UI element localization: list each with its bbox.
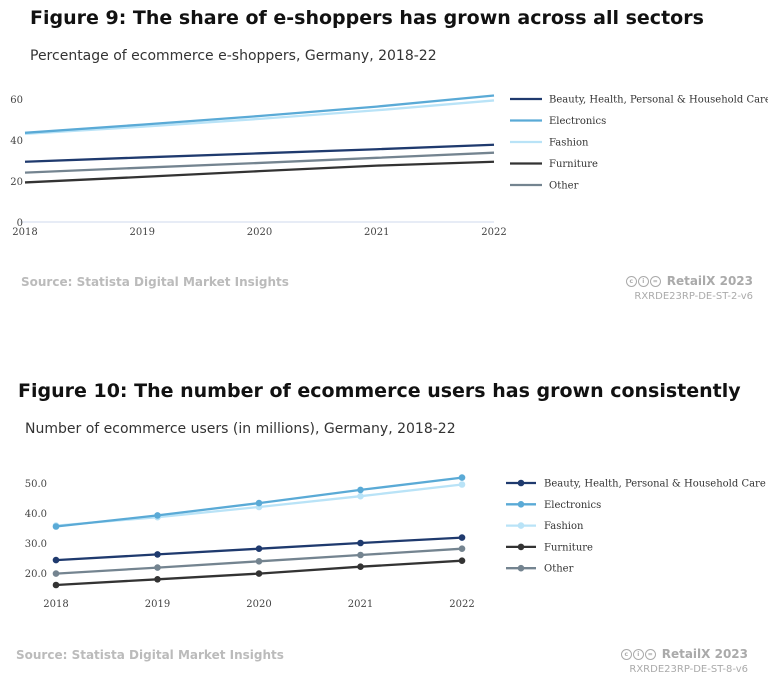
series-line-fashion — [24, 99, 495, 135]
y-tick-label: 30.0 — [25, 539, 47, 550]
y-tick-label: 40.0 — [25, 509, 47, 520]
data-point-beauty-health-personal-and-household-care — [255, 545, 263, 552]
data-point-beauty-health-personal-and-household-care — [357, 539, 364, 547]
figure-subtitle: Number of ecommerce users (in millions),… — [25, 421, 456, 437]
x-tick-label: 2020 — [246, 599, 271, 610]
legend-label-electronics: Electronics — [549, 116, 606, 127]
data-point-electronics — [458, 474, 466, 481]
figure-title: Figure 9: The share of e-shoppers has gr… — [30, 7, 704, 29]
figure-subtitle: Percentage of ecommerce e-shoppers, Germ… — [30, 48, 437, 64]
legend-label-beauty-health-personal-and-household-care: Beauty, Health, Personal & Household Car… — [544, 479, 766, 490]
legend-marker-fashion — [517, 522, 525, 529]
creative-commons-icon: c i = — [625, 275, 661, 287]
data-point-fashion — [458, 481, 466, 488]
data-point-furniture — [52, 581, 60, 589]
data-point-beauty-health-personal-and-household-care — [458, 534, 466, 541]
y-tick-label: 50.0 — [25, 479, 47, 490]
series-line-furniture — [24, 160, 495, 184]
legend-marker-furniture — [517, 543, 525, 551]
series-line-electronics — [24, 94, 495, 134]
y-tick-label: 20.0 — [25, 569, 47, 580]
x-tick-label: 2020 — [247, 227, 272, 238]
y-tick-label: 60 — [10, 95, 23, 106]
data-point-furniture — [357, 563, 364, 570]
series-line-beauty-health-personal-and-household-care — [24, 143, 495, 163]
y-tick-label: 40 — [10, 136, 23, 147]
brand-block: c i = RetailX 2023 RXRDE23RP-DE-ST-8-v6 — [620, 647, 748, 675]
legend-label-fashion: Fashion — [544, 521, 584, 532]
x-tick-label: 2019 — [130, 227, 155, 238]
data-point-other — [255, 558, 263, 565]
data-point-fashion — [357, 492, 364, 500]
x-tick-label: 2022 — [481, 227, 506, 238]
legend-marker-electronics — [517, 501, 525, 508]
data-point-electronics — [357, 486, 364, 494]
x-tick-label: 2018 — [12, 227, 37, 238]
x-tick-label: 2021 — [348, 599, 373, 610]
data-point-other — [52, 570, 60, 577]
chart-code: RXRDE23RP-DE-ST-8-v6 — [629, 664, 748, 675]
legend-label-furniture: Furniture — [544, 542, 593, 553]
data-point-furniture — [255, 570, 263, 577]
figure-9: Figure 9: The share of e-shoppers has gr… — [0, 0, 768, 330]
data-point-furniture — [154, 576, 161, 583]
series-line-other — [24, 151, 495, 174]
y-tick-label: 0 — [17, 218, 23, 229]
legend-label-fashion: Fashion — [549, 138, 589, 149]
legend-label-other: Other — [544, 564, 574, 575]
legend-label-electronics: Electronics — [544, 500, 601, 511]
data-point-electronics — [154, 512, 161, 519]
line-chart-ecommerce-users: 20.0 30.0 40.0 50.0 2018 2019 2020 2021 2022 Beau… — [25, 474, 766, 610]
data-point-beauty-health-personal-and-household-care — [154, 551, 161, 558]
legend-label-beauty-health-personal-and-household-care: Beauty, Health, Personal & Household Car… — [549, 95, 768, 106]
brand-name: RetailX 2023 — [661, 647, 748, 661]
legend-marker-other — [517, 564, 525, 572]
y-tick-label: 20 — [10, 177, 23, 188]
legend-marker-beauty-health-personal-and-household-care — [517, 479, 525, 487]
data-point-other — [357, 551, 364, 559]
x-tick-label: 2018 — [43, 599, 68, 610]
figure-title: Figure 10: The number of ecommerce users… — [18, 380, 741, 402]
data-point-other — [154, 564, 161, 571]
x-tick-label: 2019 — [145, 599, 170, 610]
data-point-electronics — [52, 523, 60, 530]
brand-name: RetailX 2023 — [666, 274, 753, 288]
figure-10: Figure 10: The number of ecommerce users… — [0, 370, 768, 687]
legend-label-furniture: Furniture — [549, 159, 598, 170]
source-note: Source: Statista Digital Market Insights — [16, 648, 284, 662]
line-chart-e-shopper-share: 0 20 40 60 2018 2019 2020 2021 2022 Beauty, Healt… — [10, 94, 768, 238]
x-tick-label: 2022 — [449, 599, 474, 610]
data-point-other — [458, 545, 466, 552]
creative-commons-icon: c i = — [620, 648, 656, 660]
brand-block: c i = RetailX 2023 RXRDE23RP-DE-ST-2-v6 — [625, 274, 753, 302]
x-tick-label: 2021 — [364, 227, 389, 238]
data-point-furniture — [458, 557, 466, 564]
chart-code: RXRDE23RP-DE-ST-2-v6 — [634, 291, 753, 302]
legend-label-other: Other — [549, 181, 579, 192]
source-note: Source: Statista Digital Market Insights — [21, 275, 289, 289]
data-point-beauty-health-personal-and-household-care — [52, 556, 60, 564]
data-point-electronics — [255, 499, 263, 507]
